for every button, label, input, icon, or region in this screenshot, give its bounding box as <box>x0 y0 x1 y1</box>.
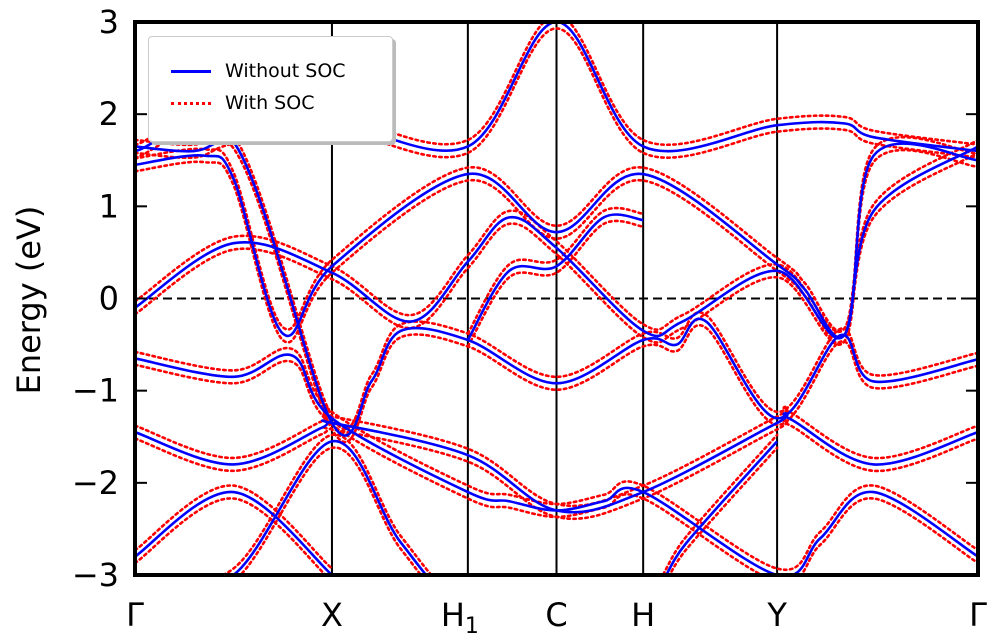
y-tick-label: 1 <box>99 187 119 225</box>
bands-group <box>135 22 978 575</box>
soc-band-7-lower <box>135 27 978 160</box>
bands-clipped <box>135 22 978 575</box>
y-tick-label: −2 <box>72 464 119 502</box>
x-tick-label-subscript: 1 <box>465 614 479 639</box>
x-tick-label: Γ <box>126 596 144 634</box>
y-tick-label: −1 <box>72 372 119 410</box>
x-tick-label: Y <box>766 596 787 634</box>
soc-band-0-upper <box>135 484 334 570</box>
x-tick-label: Γ <box>969 596 987 634</box>
x-tick-label: C <box>545 596 567 634</box>
soc-band-3-lower <box>135 359 978 575</box>
x-tick-label: H1 <box>441 596 479 639</box>
legend-entry-with-soc: With SOC <box>171 91 314 115</box>
soc-band-8-lower <box>466 219 645 348</box>
legend-entry-without-soc: Without SOC <box>171 59 346 83</box>
legend-swatch-solid <box>171 69 211 73</box>
soc-band-0-lower <box>135 497 328 575</box>
soc-band-1-lower <box>238 446 779 575</box>
y-tick-label: −3 <box>72 556 119 594</box>
x-tick-label: X <box>321 596 343 634</box>
x-tick-label: H <box>631 596 655 634</box>
legend-swatch-dotted <box>171 101 211 105</box>
plot-area <box>135 22 978 575</box>
soc-band-1-upper <box>220 433 779 575</box>
band-no-soc-1 <box>231 440 779 575</box>
soc-band-4-upper <box>135 115 978 431</box>
band-no-soc-4 <box>135 122 978 437</box>
soc-band-4-lower <box>135 128 978 444</box>
y-axis-label: Energy (eV) <box>10 206 48 395</box>
band-no-soc-0 <box>135 490 333 575</box>
legend-label: With SOC <box>225 92 315 114</box>
band-no-soc-3 <box>135 353 978 575</box>
soc-band-3-upper <box>135 346 978 572</box>
soc-band-8-upper <box>466 206 645 335</box>
y-tick-label: 3 <box>99 3 119 41</box>
y-tick-label: 2 <box>99 95 119 133</box>
band-no-soc-6 <box>135 142 978 340</box>
band-no-soc-8 <box>466 213 644 341</box>
legend-label: Without SOC <box>225 60 346 82</box>
y-tick-label: 0 <box>99 280 119 318</box>
legend: Without SOC With SOC <box>148 36 393 142</box>
